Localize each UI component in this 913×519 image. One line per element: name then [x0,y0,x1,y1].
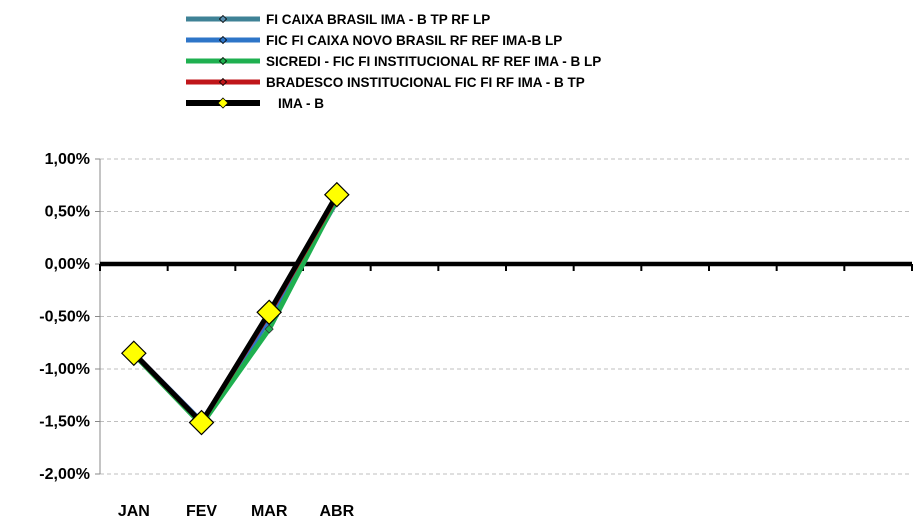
legend-swatch-marker [218,14,228,24]
series-line [131,196,340,428]
x-axis: JAN FEV MAR ABR [99,261,913,519]
legend-label: BRADESCO INSTITUCIONAL FIC FI RF IMA - B… [266,75,585,90]
series-2 [129,194,342,430]
legend-swatch-marker [218,35,228,45]
x-tick-label: ABR [319,503,354,519]
series-group [120,181,350,436]
series-3 [129,191,342,428]
y-tick-label: 1,00% [45,151,90,168]
y-tick-label: -2,00% [39,466,90,483]
series-1 [129,194,342,427]
legend-item: FIC FI CAIXA NOVO BRASIL RF REF IMA-B LP [186,33,562,48]
legend-label: FIC FI CAIXA NOVO BRASIL RF REF IMA-B LP [266,33,562,48]
legend: FI CAIXA BRASIL IMA - B TP RF LP FIC FI C… [186,12,601,111]
series-line [131,192,340,426]
legend-item: BRADESCO INSTITUCIONAL FIC FI RF IMA - B… [186,75,585,90]
y-tick-label: -0,50% [39,309,90,326]
data-point [120,340,147,367]
y-tick-label: 0,00% [45,256,90,273]
legend-item: FI CAIXA BRASIL IMA - B TP RF LP [186,12,490,27]
series-4 [120,181,350,436]
data-point [323,181,350,208]
y-tick-label: 0,50% [45,204,90,221]
y-tick-label: -1,50% [39,414,90,431]
x-tick-label: JAN [118,503,150,519]
y-axis: 1,00% 0,50% 0,00% -0,50% -1,00% -1,50% -2,00% [39,151,101,483]
legend-label: SICREDI - FIC FI INSTITUCIONAL RF REF IM… [266,54,601,69]
data-point [256,299,283,326]
legend-swatch-marker [218,56,228,66]
legend-swatch-marker [217,97,229,109]
gridlines [100,158,912,475]
x-tick-label: FEV [186,503,217,519]
legend-swatch-marker [218,77,228,87]
legend-item: SICREDI - FIC FI INSTITUCIONAL RF REF IM… [186,54,601,69]
x-tick-label: MAR [251,503,288,519]
legend-item: IMA - B [186,96,324,111]
series-0 [129,196,342,428]
y-tick-label: -1,00% [39,361,90,378]
legend-label: IMA - B [278,96,324,111]
data-point [264,324,274,334]
data-point [188,409,215,436]
legend-label: FI CAIXA BRASIL IMA - B TP RF LP [266,12,490,27]
